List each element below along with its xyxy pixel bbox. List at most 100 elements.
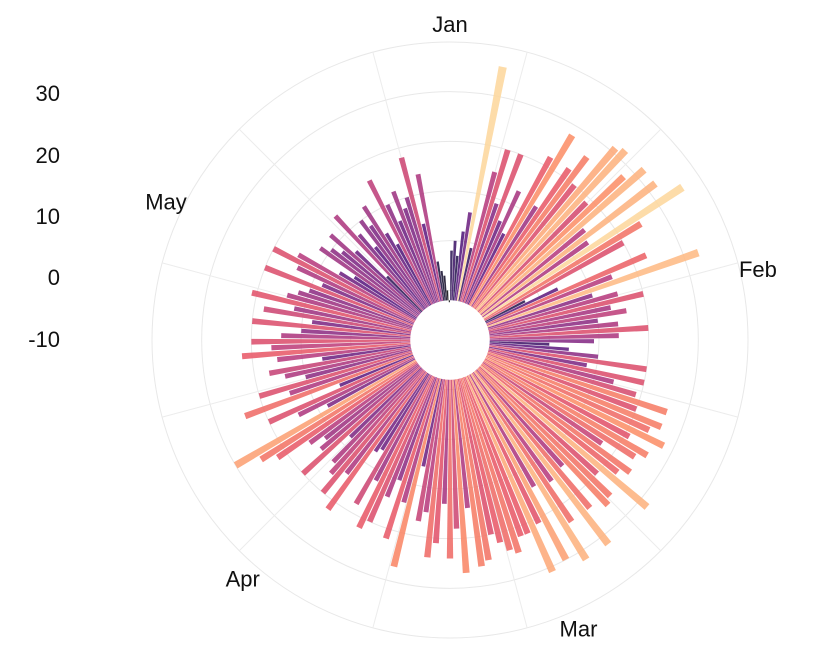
bar	[276, 361, 418, 461]
bar	[395, 243, 432, 306]
y-tick-label: -10	[28, 327, 60, 352]
bar	[361, 205, 429, 307]
bar	[485, 355, 651, 434]
bar	[463, 153, 524, 304]
bar	[489, 308, 627, 335]
bar	[259, 360, 417, 463]
grid-spoke	[238, 128, 381, 271]
bar	[321, 282, 414, 325]
bar	[489, 342, 569, 352]
bar	[485, 287, 559, 324]
bar	[489, 345, 647, 373]
bar	[479, 365, 650, 510]
bar	[488, 305, 612, 333]
bar	[482, 361, 604, 446]
bar	[485, 357, 666, 449]
bar	[489, 343, 599, 359]
bar	[311, 319, 411, 336]
bar	[471, 372, 575, 524]
bar	[331, 368, 423, 464]
bar	[476, 147, 629, 312]
bar	[473, 155, 590, 309]
bar	[468, 155, 554, 306]
bar	[289, 351, 413, 396]
bar	[488, 291, 619, 330]
bar	[450, 250, 453, 301]
bar	[478, 174, 626, 314]
y-tick-label: 30	[36, 81, 60, 106]
month-labels: Jan Feb Mar Apr May	[145, 12, 777, 642]
bar	[462, 377, 524, 538]
bar	[391, 190, 437, 304]
bar	[482, 240, 590, 318]
bar	[484, 240, 625, 322]
bar	[415, 379, 444, 522]
bar	[488, 347, 645, 386]
bar	[478, 367, 613, 499]
bar	[489, 318, 599, 336]
bar	[356, 375, 434, 530]
bar	[384, 232, 431, 307]
bar	[454, 231, 465, 301]
bar	[474, 370, 593, 510]
bar	[301, 328, 411, 339]
bar	[483, 360, 637, 460]
bar	[308, 363, 419, 445]
bar	[487, 351, 668, 416]
bar	[466, 375, 542, 525]
bar	[297, 290, 413, 329]
grid-ring	[201, 91, 699, 589]
bar	[318, 246, 418, 318]
bar	[452, 379, 470, 574]
y-tick-label: 20	[36, 143, 60, 168]
bar	[263, 306, 411, 335]
bar	[477, 200, 589, 313]
bar	[423, 379, 446, 513]
bar	[480, 227, 587, 316]
bar	[466, 190, 522, 305]
bar	[398, 220, 436, 304]
bar	[488, 291, 644, 332]
bar	[339, 354, 414, 387]
y-tick-label: 0	[48, 265, 60, 290]
bar	[263, 264, 414, 327]
bar	[251, 338, 411, 345]
bar	[483, 221, 643, 320]
bar	[401, 378, 440, 504]
grid-ring-outer	[151, 41, 749, 639]
bar	[241, 342, 411, 360]
bar	[385, 203, 434, 305]
bar	[436, 261, 445, 301]
bar	[353, 275, 418, 319]
bar	[341, 250, 420, 316]
y-tick-label: 10	[36, 204, 60, 229]
bar	[373, 374, 432, 482]
bar	[481, 180, 658, 317]
bar	[251, 289, 412, 332]
bar	[446, 290, 449, 301]
bar	[467, 232, 506, 305]
bar	[319, 365, 421, 452]
bar	[454, 379, 485, 567]
bar	[456, 66, 507, 302]
bar	[322, 345, 411, 361]
bar	[476, 369, 565, 468]
bar	[472, 371, 554, 483]
bar	[293, 306, 412, 333]
bar	[460, 378, 513, 552]
bars	[233, 66, 700, 574]
bar	[380, 373, 430, 451]
bar	[489, 341, 550, 346]
bar	[338, 271, 417, 320]
bar	[481, 363, 633, 475]
bar	[368, 224, 428, 308]
bar	[452, 255, 459, 301]
bar	[397, 377, 438, 481]
bar	[271, 341, 411, 351]
bar	[456, 379, 492, 561]
bar	[453, 379, 470, 509]
bar	[487, 248, 700, 328]
bar	[488, 349, 615, 385]
bar	[486, 274, 613, 327]
